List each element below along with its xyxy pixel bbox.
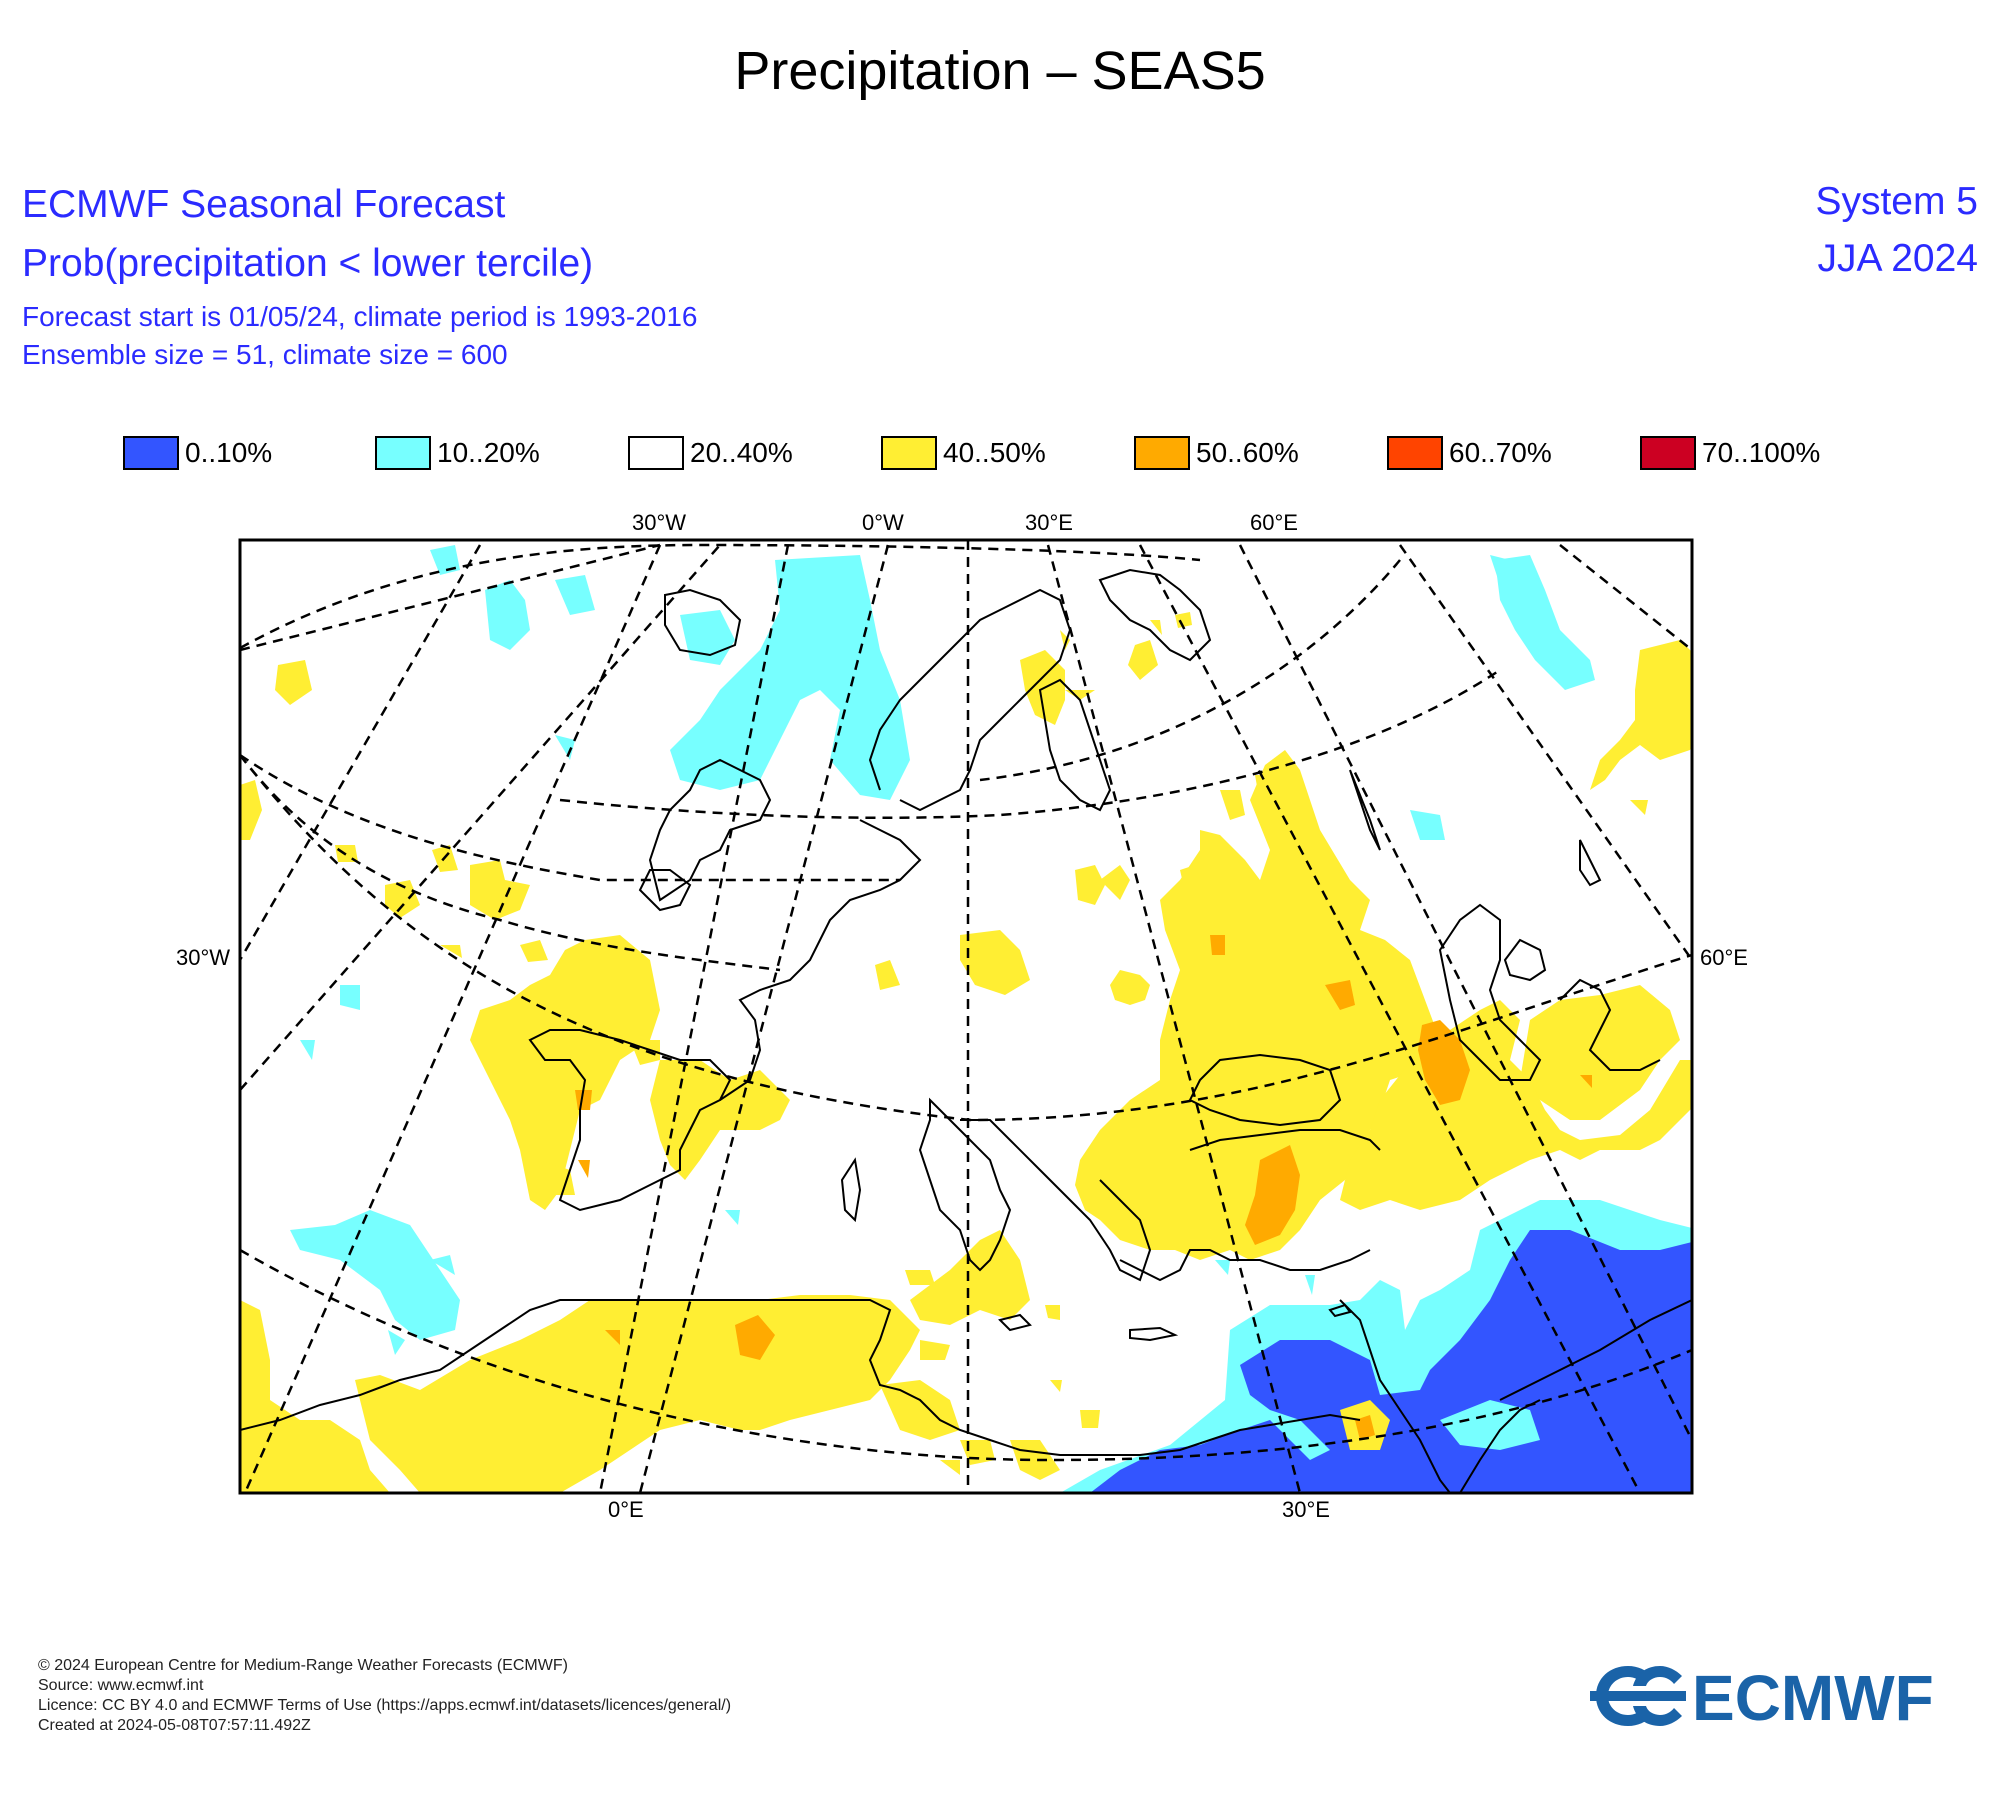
blue-areas	[1090, 1230, 1692, 1493]
coastlines	[240, 568, 1692, 1493]
header-variable: Prob(precipitation < lower tercile)	[22, 242, 594, 285]
legend-swatch-0	[123, 436, 179, 470]
cyprus-island	[1328, 1303, 1352, 1318]
france-coast	[719, 819, 922, 1101]
page-title: Precipitation – SEAS5	[734, 41, 1266, 101]
novaya-zemlya	[1349, 769, 1381, 851]
parallel-60n-full	[559, 668, 1501, 820]
turkey-south-coast	[1119, 1249, 1371, 1282]
italy-coast	[918, 1097, 1012, 1272]
iceland-coast	[664, 588, 742, 657]
legend-swatch-6	[1640, 436, 1696, 470]
lon-label-bottom-30e: 30°E	[1282, 1497, 1330, 1522]
meridian-45w	[240, 544, 482, 961]
legend-swatch-1	[375, 436, 431, 470]
meridian-30e	[1046, 544, 1302, 1493]
lon-label-bottom-0e: 0°E	[608, 1497, 644, 1522]
adriatic-balkan-coast	[960, 1119, 1152, 1282]
meridian-15w	[598, 544, 790, 1493]
baltic-coast	[1038, 678, 1112, 812]
header-system: System 5	[1815, 180, 1978, 223]
ecmwf-logo: ECMWF	[1590, 1662, 1934, 1734]
footer-copyright: © 2024 European Centre for Medium-Range …	[38, 1657, 568, 1674]
legend-label-4: 50..60%	[1196, 437, 1299, 468]
legend-item-6: 70..100%	[1640, 433, 1820, 473]
legend-item-0: 0..10%	[123, 433, 272, 473]
ireland-coast	[638, 869, 692, 912]
legend-label-6: 70..100%	[1702, 437, 1821, 468]
scandinavia-coast	[868, 588, 1072, 812]
legend-item-5: 60..70%	[1387, 433, 1552, 473]
north-africa-coast	[240, 1299, 1361, 1456]
parallel-30n	[240, 1248, 1692, 1462]
parallel-70n	[240, 543, 1201, 650]
ural-feature	[1579, 839, 1602, 887]
meridian-60e	[1238, 544, 1692, 1441]
footer-source: Source: www.ecmwf.int	[38, 1677, 204, 1694]
meridian-west-edge	[240, 543, 661, 652]
corsica-sardinia	[840, 1157, 862, 1223]
iberia-coast	[528, 1029, 732, 1212]
turkey-north-coast	[1189, 1129, 1381, 1151]
legend-swatch-5	[1387, 436, 1443, 470]
header-ensemble-size: Ensemble size = 51, climate size = 600	[22, 339, 508, 370]
map-frame	[238, 538, 1694, 1495]
legend-swatch-3	[881, 436, 937, 470]
lon-label-left-30w: 30°W	[176, 945, 231, 970]
meridian-east-edge	[1559, 544, 1692, 651]
arabia-coast	[1499, 1299, 1692, 1401]
meridian-0	[638, 544, 890, 1493]
gulf-coast	[1459, 1399, 1541, 1493]
footer-created: Created at 2024-05-08T07:57:11.492Z	[38, 1717, 311, 1734]
legend-label-5: 60..70%	[1449, 437, 1552, 468]
crete-island	[1129, 1326, 1179, 1342]
legend-label-2: 20..40%	[690, 437, 793, 468]
red-sea-coast	[1339, 1299, 1451, 1493]
header-product: ECMWF Seasonal Forecast	[22, 183, 506, 226]
footer-licence: Licence: CC BY 4.0 and ECMWF Terms of Us…	[38, 1697, 732, 1714]
ecmwf-logo-text: ECMWF	[1692, 1662, 1934, 1734]
meridian-30w	[243, 544, 662, 1493]
meridian-45e	[1138, 544, 1642, 1493]
aral-feature	[1503, 938, 1547, 982]
legend-item-3: 40..50%	[881, 433, 1046, 473]
parallel-60n-arc	[240, 754, 781, 972]
legend-item-2: 20..40%	[628, 433, 793, 473]
meridian-far-west	[240, 544, 721, 1091]
lon-label-top-0w: 0°W	[862, 510, 904, 535]
legend-swatch-2	[628, 436, 684, 470]
lon-label-right-60e: 60°E	[1700, 945, 1748, 970]
kazakh-feature	[1559, 978, 1661, 1071]
lon-label-top-60e: 60°E	[1250, 510, 1298, 535]
legend-label-3: 40..50%	[943, 437, 1046, 468]
lon-label-top-30w: 30°W	[632, 510, 687, 535]
sicily-island	[998, 1313, 1032, 1332]
legend-label-1: 10..20%	[437, 437, 540, 468]
legend-item-4: 50..60%	[1134, 433, 1299, 473]
parallel-70n-right	[979, 559, 1401, 782]
probability-fields	[240, 545, 1692, 1493]
header-forecast-start: Forecast start is 01/05/24, climate peri…	[22, 301, 698, 332]
header-season: JJA 2024	[1817, 237, 1978, 280]
legend-swatch-4	[1134, 436, 1190, 470]
lon-label-top-30e: 30°E	[1025, 510, 1073, 535]
ecmwf-logo-mark	[1590, 1666, 1686, 1726]
kola-coast	[1098, 568, 1212, 662]
caspian-coast	[1438, 903, 1542, 1081]
legend-item-1: 10..20%	[375, 433, 540, 473]
britain-coast	[648, 758, 772, 902]
legend-label-0: 0..10%	[185, 437, 273, 468]
black-sea-coast	[1188, 1053, 1342, 1127]
